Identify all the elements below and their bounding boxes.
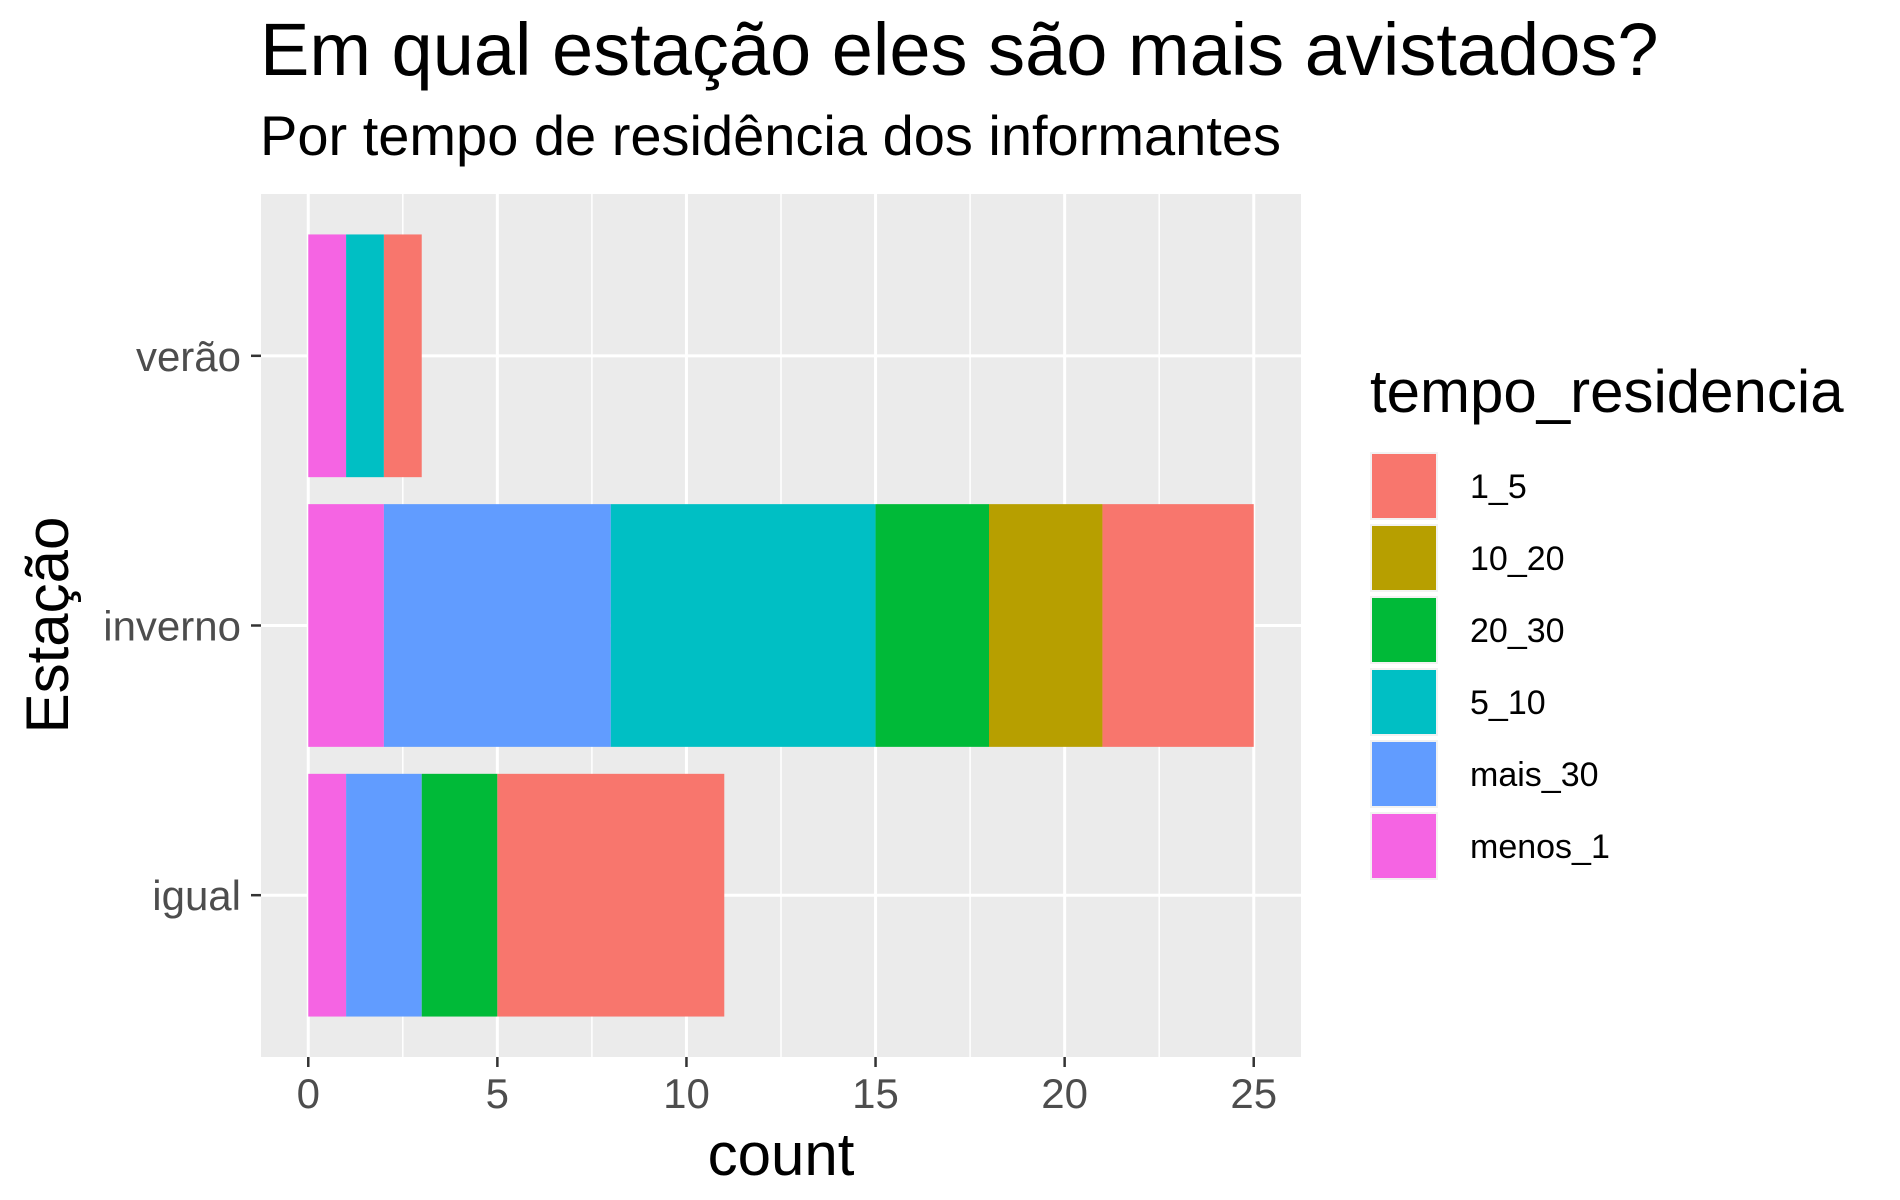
x-tick-label: 20 [1041,1070,1088,1117]
bar-igual-mais-30 [346,773,422,1017]
legend-key-5-10 [1372,670,1436,734]
bar-inverno-menos-1 [308,504,384,747]
bar-igual-1-5 [497,773,725,1017]
legend-label-menos-1: menos_1 [1470,828,1610,866]
chart-title: Em qual estação eles são mais avistados? [260,8,1659,91]
bar-igual-menos-1 [308,773,347,1017]
bar-igual-20-30 [421,773,498,1017]
y-tick-label-inverno: inverno [103,603,241,650]
x-tick-label: 15 [852,1070,899,1117]
legend-key-10-20 [1372,526,1436,590]
y-tick-label-ver-o: verão [136,333,241,380]
x-axis: 0 5 10 15 20 25 [297,1057,1277,1117]
x-tick-label: 0 [297,1070,320,1117]
legend-label-1-5: 1_5 [1470,468,1527,506]
x-tick-label: 5 [486,1070,509,1117]
legend-key-20-30 [1372,598,1436,662]
y-tick-label-igual: igual [152,872,241,919]
bar-inverno-5-10 [610,504,876,747]
legend: 1_5 10_20 20_30 5_10 mais_30 menos_1 [1370,452,1610,880]
bar-inverno-mais-30 [383,504,611,747]
bars [308,234,1254,1017]
legend-label-20-30: 20_30 [1470,612,1565,650]
legend-label-mais-30: mais_30 [1470,756,1599,794]
x-axis-title: count [708,1121,855,1188]
legend-title: tempo_residencia [1370,358,1844,425]
bar-ver-o-5-10 [346,234,384,478]
legend-label-5-10: 5_10 [1470,684,1546,722]
bar-inverno-10-20 [989,504,1103,747]
x-tick-label: 10 [663,1070,710,1117]
legend-key-menos-1 [1372,814,1436,878]
bar-inverno-1-5 [1102,504,1254,747]
bar-ver-o-1-5 [383,234,422,478]
bar-ver-o-menos-1 [308,234,347,478]
legend-label-10-20: 10_20 [1470,540,1565,578]
chart-subtitle: Por tempo de residência dos informantes [260,104,1281,167]
legend-key-1-5 [1372,454,1436,518]
bar-inverno-20-30 [875,504,989,747]
legend-key-mais-30 [1372,742,1436,806]
y-axis: igual inverno verão [103,333,261,919]
x-tick-label: 25 [1230,1070,1277,1117]
y-axis-title: Estação [14,517,81,734]
